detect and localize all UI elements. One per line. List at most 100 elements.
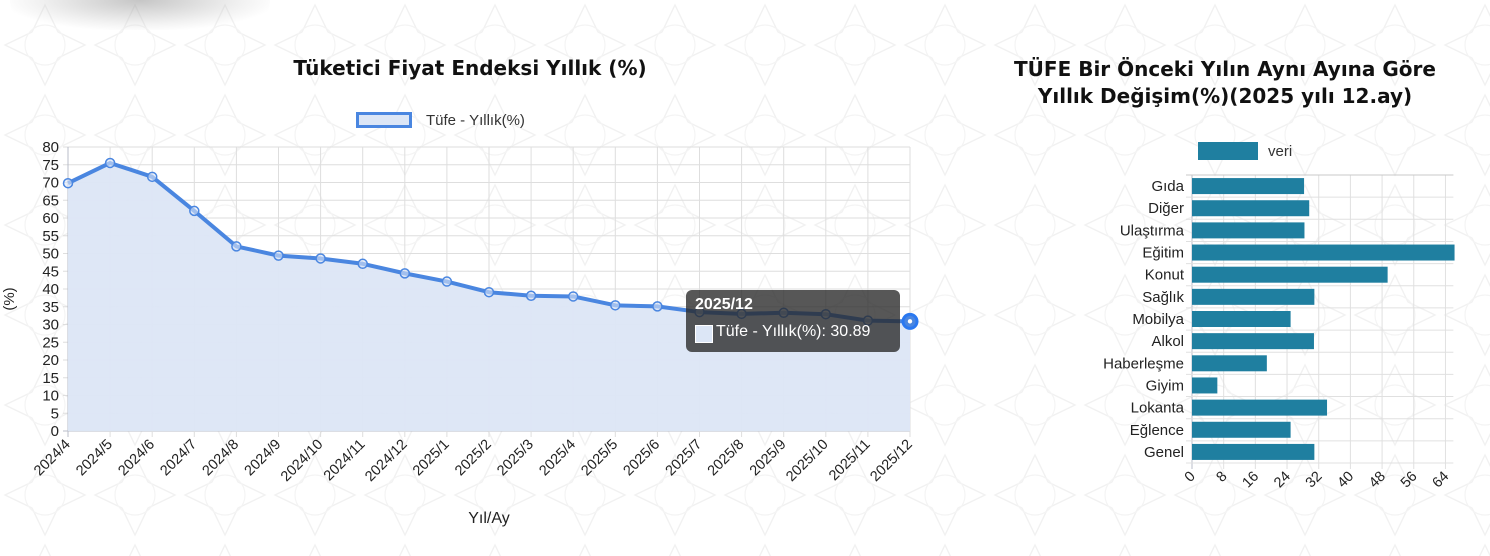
- data-point[interactable]: [315, 253, 326, 264]
- data-point[interactable]: [441, 276, 453, 287]
- bar-eğlence[interactable]: [1192, 421, 1291, 438]
- x-axis-label: Yıl/Ay: [468, 510, 510, 527]
- line-chart-legend[interactable]: Tüfe - Yıllık(%): [356, 110, 556, 134]
- category-label: Diğer: [1148, 200, 1184, 217]
- y-tick-label: 60: [42, 210, 59, 227]
- data-point[interactable]: [62, 177, 74, 189]
- x-tick-label: 64: [1430, 469, 1453, 492]
- cpi-line-chart: Tüketici Fiyat Endeksi Yıllık (%) Tüfe -…: [0, 0, 940, 556]
- x-tick-label: 2024/4: [31, 437, 74, 480]
- x-tick-label: 2024/7: [157, 437, 200, 480]
- category-label: Konut: [1145, 267, 1185, 284]
- data-point[interactable]: [399, 268, 411, 279]
- bar-alkol[interactable]: [1192, 333, 1314, 350]
- x-tick-label: 40: [1335, 469, 1358, 492]
- data-point[interactable]: [483, 286, 495, 298]
- y-tick-label: 30: [42, 317, 59, 334]
- y-tick-label: 0: [51, 423, 59, 440]
- y-tick-label: 45: [42, 263, 59, 280]
- category-label: Gıda: [1151, 178, 1184, 195]
- x-tick-label: 2025/3: [494, 437, 537, 480]
- x-tick-label: 48: [1366, 469, 1389, 492]
- y-tick-label: 20: [42, 352, 59, 369]
- data-point[interactable]: [231, 241, 242, 252]
- category-label: Mobilya: [1132, 311, 1184, 328]
- category-label: Ulaştırma: [1120, 222, 1185, 239]
- data-point[interactable]: [652, 301, 663, 312]
- category-label: Haberleşme: [1103, 355, 1184, 372]
- data-point[interactable]: [146, 171, 158, 183]
- y-tick-label: 40: [42, 281, 59, 298]
- x-tick-label: 16: [1239, 469, 1262, 492]
- category-bar-chart: TÜFE Bir Önceki Yılın Aynı Ayına Göre Yı…: [960, 0, 1490, 556]
- bar-chart-title-line1: TÜFE Bir Önceki Yılın Aynı Ayına Göre: [1014, 57, 1436, 81]
- tooltip-value: Tüfe - Yıllık(%): 30.89: [716, 323, 871, 340]
- category-label: Genel: [1144, 444, 1184, 461]
- bar-haberleşme[interactable]: [1192, 355, 1267, 372]
- y-tick-label: 5: [51, 405, 59, 422]
- legend-label-bar: veri: [1268, 143, 1293, 160]
- data-point[interactable]: [104, 157, 116, 169]
- legend-swatch-line: [356, 112, 412, 128]
- x-tick-label: 2025/2: [452, 437, 495, 480]
- data-point[interactable]: [189, 205, 200, 217]
- tooltip-swatch: [695, 325, 713, 343]
- data-point[interactable]: [567, 291, 579, 302]
- x-tick-label: 24: [1271, 469, 1294, 492]
- x-tick-label: 2024/12: [362, 437, 410, 485]
- x-tick-label: 2025/5: [578, 437, 621, 480]
- bar-lokanta[interactable]: [1192, 399, 1328, 416]
- bar-diğer[interactable]: [1192, 200, 1310, 217]
- x-tick-label: 0: [1182, 469, 1199, 486]
- legend-swatch-bar: [1198, 142, 1258, 160]
- y-axis-label: (%): [1, 287, 18, 310]
- bar-ulaştırma[interactable]: [1192, 222, 1305, 239]
- x-tick-label: 2024/11: [321, 437, 369, 485]
- category-label: Lokanta: [1131, 400, 1185, 417]
- line-chart-title: Tüketici Fiyat Endeksi Yıllık (%): [293, 56, 647, 80]
- x-tick-label: 32: [1303, 469, 1326, 492]
- x-tick-label: 8: [1213, 469, 1230, 486]
- x-tick-label: 2025/6: [621, 437, 664, 480]
- tooltip-title: 2025/12: [695, 296, 753, 313]
- legend-label-line: Tüfe - Yıllık(%): [426, 112, 525, 129]
- chart-tooltip: 2025/12 Tüfe - Yıllık(%): 30.89: [686, 290, 900, 352]
- bar-chart-plot[interactable]: 0 8 16 24 32 40 48 56 64 Gıda Diğer Ulaştırma Eğitim…: [960, 0, 1490, 556]
- y-tick-label: 65: [42, 192, 59, 209]
- x-tick-label: 2024/5: [73, 437, 116, 480]
- bar-konut[interactable]: [1192, 266, 1388, 283]
- x-tick-label: 2025/12: [867, 437, 915, 485]
- bar-mobilya[interactable]: [1192, 311, 1291, 327]
- x-tick-label: 56: [1398, 469, 1421, 492]
- category-label: Sağlık: [1142, 289, 1184, 306]
- bar-chart-legend[interactable]: veri: [1198, 141, 1318, 163]
- y-tick-label: 10: [42, 388, 59, 405]
- bar-giyim[interactable]: [1192, 377, 1218, 394]
- data-point[interactable]: [610, 300, 621, 311]
- top-shadow-decoration: [10, 0, 270, 30]
- bar-eğitim[interactable]: [1192, 244, 1455, 261]
- x-tick-label: 2025/8: [705, 437, 748, 480]
- y-tick-label: 35: [42, 299, 59, 316]
- y-tick-label: 70: [42, 175, 59, 192]
- category-label: Alkol: [1151, 333, 1184, 350]
- data-point[interactable]: [273, 250, 284, 261]
- bar-gıda[interactable]: [1192, 178, 1305, 195]
- x-tick-label: 2025/4: [536, 437, 579, 480]
- x-tick-label: 2025/10: [783, 437, 831, 485]
- y-tick-label: 50: [42, 246, 59, 263]
- data-point[interactable]: [525, 290, 537, 301]
- x-tick-label: 2025/11: [826, 437, 874, 485]
- x-tick-label: 2025/7: [663, 437, 706, 480]
- bar-sağlık[interactable]: [1192, 288, 1315, 305]
- x-tick-label: 2024/6: [115, 437, 158, 480]
- x-tick-label: 2024/8: [200, 437, 243, 480]
- category-label: Eğlence: [1130, 422, 1184, 439]
- y-tick-label: 55: [42, 228, 59, 245]
- x-tick-label: 2024/10: [278, 437, 326, 485]
- data-point[interactable]: [357, 258, 368, 270]
- bar-genel[interactable]: [1192, 443, 1315, 460]
- x-tick-label: 2025/1: [410, 437, 453, 480]
- bar-chart-title-line2: Yıllık Değişim(%)(2025 yılı 12.ay): [1037, 84, 1413, 108]
